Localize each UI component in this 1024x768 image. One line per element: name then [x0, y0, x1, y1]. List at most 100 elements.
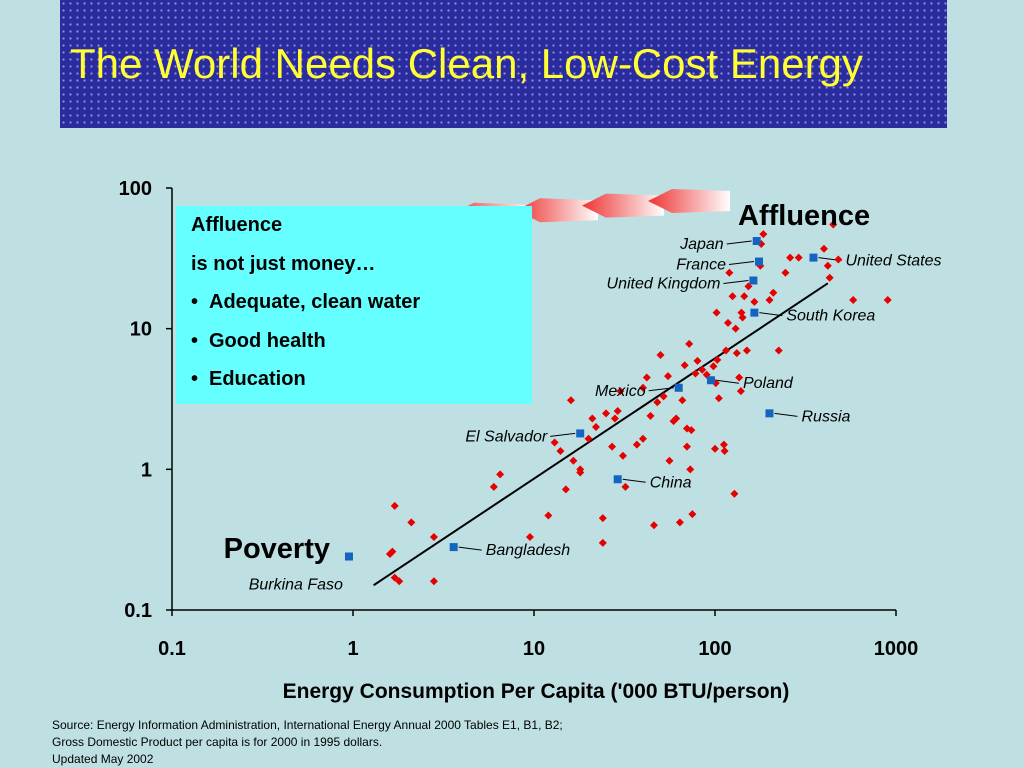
data-point-diamond	[407, 518, 416, 527]
x-tick-label: 10	[523, 638, 545, 660]
data-point-diamond	[395, 577, 404, 586]
data-point-diamond	[720, 446, 729, 455]
data-point-diamond	[732, 349, 741, 358]
data-point-diamond	[786, 253, 795, 262]
data-point-diamond	[713, 355, 722, 364]
data-point-diamond	[621, 482, 630, 491]
info-heading: Affluence	[191, 214, 283, 236]
data-point-diamond	[769, 288, 778, 297]
data-point-diamond	[489, 482, 498, 491]
country-label: Mexico	[595, 383, 646, 400]
data-point-diamond	[698, 365, 707, 374]
data-point-diamond	[632, 440, 641, 449]
data-point-diamond	[664, 372, 673, 381]
data-point-diamond	[883, 295, 892, 304]
data-point-diamond	[849, 295, 858, 304]
data-point-diamond	[429, 577, 438, 586]
country-label: Russia	[801, 408, 850, 425]
country-label: France	[676, 257, 726, 274]
data-point-diamond	[711, 444, 719, 453]
country-label: Poland	[743, 375, 794, 392]
data-point-square	[576, 429, 585, 438]
data-point-diamond	[819, 244, 828, 253]
data-point-diamond	[496, 470, 505, 479]
info-bullet-text: Education	[209, 368, 306, 390]
data-point-diamond	[656, 350, 665, 359]
poverty-label: Poverty	[224, 533, 330, 565]
data-point-diamond	[608, 442, 617, 451]
data-point-diamond	[653, 398, 662, 407]
leader-line	[726, 240, 752, 245]
info-bullet-text: Adequate, clean water	[209, 291, 421, 313]
data-point-diamond	[682, 442, 691, 451]
data-point-diamond	[659, 392, 668, 401]
data-point-diamond	[709, 362, 718, 371]
country-label: United Kingdom	[607, 275, 721, 292]
data-point-diamond	[576, 465, 585, 474]
data-point-diamond	[550, 438, 559, 447]
data-point-diamond	[719, 440, 728, 449]
x-axis-title: Energy Consumption Per Capita ('000 BTU/…	[283, 680, 790, 703]
data-point-diamond	[794, 253, 803, 262]
gradient-arrow-icon	[582, 193, 664, 218]
data-point-square	[749, 276, 758, 285]
data-point-diamond	[829, 220, 838, 229]
data-point-diamond	[759, 230, 768, 239]
data-point-square	[809, 253, 818, 262]
data-point-diamond	[598, 514, 607, 523]
data-point-diamond	[834, 255, 843, 264]
leader-line	[774, 412, 798, 417]
data-point-diamond	[691, 369, 700, 378]
x-tick-label: 1	[347, 638, 358, 660]
leader-line	[723, 280, 749, 284]
data-point-diamond	[724, 318, 733, 327]
data-point-diamond	[721, 346, 730, 355]
data-point-diamond	[569, 456, 578, 465]
data-point-diamond	[672, 414, 681, 423]
data-point-diamond	[598, 538, 607, 547]
data-point-diamond	[602, 409, 611, 418]
leader-line	[550, 432, 576, 437]
data-point-diamond	[714, 394, 723, 403]
country-label: China	[650, 474, 692, 491]
data-point-diamond	[765, 295, 774, 304]
x-tick-label: 100	[698, 638, 731, 660]
source-line: Updated May 2002	[52, 752, 154, 766]
info-bullet-item: • Adequate, clean water	[191, 287, 532, 326]
trend-line	[373, 282, 829, 587]
bullet-icon: •	[191, 368, 199, 390]
source-line: Gross Domestic Product per capita is for…	[52, 735, 383, 749]
leader-line	[648, 387, 674, 392]
data-point-diamond	[742, 346, 751, 355]
data-point-diamond	[693, 356, 702, 365]
info-bullet-text: Good health	[209, 329, 326, 352]
data-point-diamond	[781, 268, 790, 277]
data-point-diamond	[675, 518, 684, 527]
bullet-icon: •	[191, 291, 199, 313]
source-note: Source: Energy Information Administratio…	[52, 717, 563, 768]
data-point-diamond	[686, 465, 695, 474]
data-point-diamond	[638, 434, 647, 443]
data-point-diamond	[774, 346, 783, 355]
data-point-diamond	[680, 361, 689, 370]
data-point-diamond	[740, 292, 749, 301]
gradient-arrow-icon	[648, 189, 730, 213]
data-point-diamond	[390, 501, 399, 510]
info-bullet-list: • Adequate, clean water • Good health • Edu…	[191, 287, 532, 403]
data-point-diamond	[687, 426, 696, 435]
data-point-diamond	[642, 373, 651, 382]
data-point-square	[750, 308, 759, 317]
data-point-diamond	[688, 510, 697, 519]
leader-line	[759, 312, 783, 317]
gradient-arrow-icon	[516, 198, 598, 223]
data-point-square	[765, 409, 774, 418]
data-point-diamond	[544, 511, 553, 520]
data-point-square	[752, 236, 761, 245]
source-line: Source: Energy Information Administratio…	[52, 718, 563, 732]
data-point-square	[674, 383, 683, 392]
data-point-diamond	[665, 456, 674, 465]
data-point-diamond	[616, 387, 625, 396]
data-point-square	[613, 475, 622, 484]
y-tick-label: 100	[119, 178, 152, 200]
